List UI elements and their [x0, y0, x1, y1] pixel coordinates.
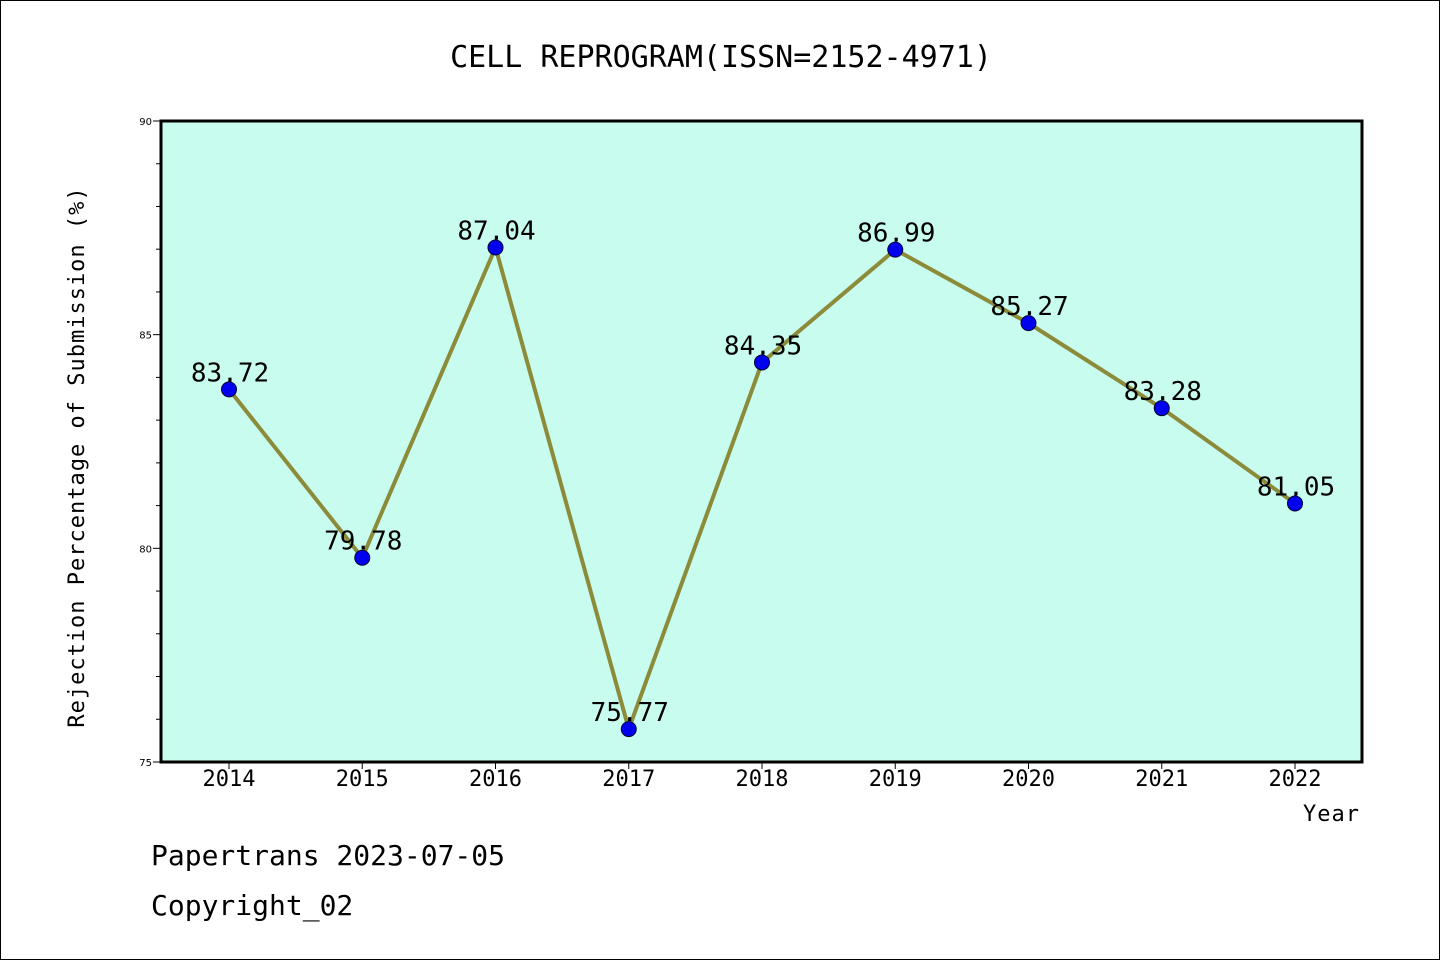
x-tick-label: 2017: [602, 767, 655, 792]
x-tick-label: 2016: [469, 767, 522, 792]
y-tick-label: 75: [139, 758, 152, 769]
data-point-marker: [887, 241, 904, 258]
data-label: 83.28: [1124, 377, 1202, 407]
data-point-marker: [1153, 400, 1170, 417]
x-tick-label: 2018: [736, 767, 789, 792]
y-tick-label: 90: [139, 117, 152, 128]
data-point-marker: [1020, 315, 1037, 332]
data-point-marker: [487, 239, 504, 256]
y-tick-label: 80: [139, 544, 152, 555]
data-point-marker: [1287, 495, 1303, 512]
data-label: 84.35: [724, 331, 802, 361]
x-tick-label: 2021: [1135, 767, 1188, 792]
data-label-group: 83.72 79.78 87.04 75.77 84.35 86.99 85.27 83.28…: [191, 216, 1335, 728]
data-label: 79.78: [324, 527, 402, 557]
x-tick-label: 2014: [203, 767, 256, 792]
y-tick-label: 85: [139, 331, 152, 342]
chart-title: CELL REPROGRAM(ISSN=2152-4971): [450, 40, 992, 75]
data-point-marker: [221, 381, 237, 398]
data-point-marker: [620, 721, 637, 738]
x-axis: 2014 2015 2016 2017 2018 2019 2020 2021 2022: [203, 762, 1322, 792]
data-label: 75.77: [591, 698, 669, 728]
footer-copyright-text: Copyright_02: [151, 889, 353, 923]
x-axis-label: Year: [1303, 802, 1360, 827]
data-label: 85.27: [990, 292, 1068, 322]
x-tick-label: 2022: [1269, 767, 1322, 792]
data-label: 87.04: [457, 216, 535, 246]
data-label: 81.05: [1257, 472, 1335, 502]
data-label: 86.99: [857, 219, 935, 249]
y-axis: 75 80 85 90: [139, 117, 161, 769]
x-tick-label: 2015: [336, 767, 389, 792]
plot-area: [161, 121, 1362, 762]
data-point-marker: [354, 549, 371, 566]
x-tick-label: 2020: [1002, 767, 1055, 792]
x-tick-label: 2019: [869, 767, 922, 792]
plot-border: [159, 119, 1364, 764]
data-point-marker: [754, 354, 770, 371]
data-label: 83.72: [191, 358, 269, 388]
y-axis-label: Rejection Percentage of Submission (%): [65, 186, 90, 727]
footer-date-text: Papertrans 2023-07-05: [151, 839, 505, 872]
marker-group: [221, 239, 1303, 738]
